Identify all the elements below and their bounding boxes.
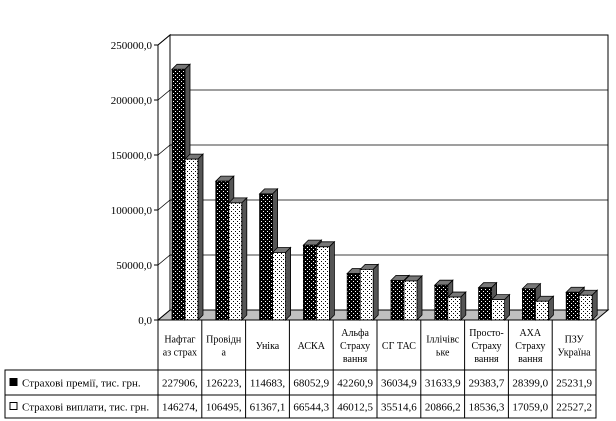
bar-payments	[534, 295, 555, 321]
data-cell: 126223,	[206, 378, 242, 390]
bar-front	[228, 202, 243, 321]
bar-payments	[403, 274, 423, 321]
category-label: АСКА	[298, 341, 326, 352]
bar-front	[447, 296, 462, 321]
bar-side	[328, 240, 335, 321]
bar-side	[241, 196, 248, 321]
bar-front	[272, 252, 287, 321]
data-cell: 31633,9	[425, 378, 461, 390]
bar-front	[346, 273, 361, 321]
bar-front	[522, 288, 536, 321]
gridline	[157, 254, 608, 266]
bar-payments	[227, 196, 248, 321]
bar-front	[478, 287, 493, 321]
legend-label: Страхові виплати, тис. грн.	[22, 402, 149, 414]
bars	[171, 63, 599, 321]
data-cell: 61367,1	[250, 402, 286, 414]
gridline	[157, 89, 608, 101]
data-cell: 68052,9	[293, 378, 329, 390]
bar-payments	[490, 293, 511, 321]
data-cell: 28399,0	[512, 378, 548, 390]
bar-payments	[359, 263, 380, 321]
bar-front	[259, 193, 274, 321]
legend-label: Страхові премії, тис. грн.	[22, 378, 141, 390]
y-axis: 0,0 50000,0 100000,0 150000,0 200000,0 250000…	[111, 40, 159, 327]
bar-front	[184, 158, 199, 321]
left-wall	[157, 33, 171, 322]
bar-side	[372, 263, 379, 321]
bar-front	[215, 180, 230, 321]
bar-payments	[446, 291, 467, 321]
data-cell: 114683,	[250, 378, 286, 390]
y-tick-label: 0,0	[138, 315, 152, 327]
data-cell: 46012,5	[337, 402, 373, 414]
y-tick-label: 100000,0	[111, 205, 153, 217]
data-table: Нафтаг аз страх Провідн а Уніка АСКА Альфа Стра…	[4, 319, 597, 419]
category-label: СГ ТАС	[382, 341, 416, 352]
bar-front	[403, 280, 418, 321]
data-cell: 25231,9	[556, 378, 592, 390]
bar-side	[197, 153, 204, 321]
gridlines	[157, 34, 608, 266]
category-label: Провідн а	[206, 335, 242, 359]
bar-payments	[271, 246, 292, 321]
gridline	[157, 144, 608, 156]
bar-front	[578, 294, 593, 321]
bar-front	[390, 279, 405, 321]
data-cell: 66544,3	[293, 402, 329, 414]
category-label: Іллічівс ьке	[426, 335, 460, 359]
category-label: Уніка	[256, 341, 280, 352]
bar-payments	[578, 289, 599, 321]
data-cell: 18536,3	[469, 402, 505, 414]
data-cell: 17059,0	[512, 402, 548, 414]
bar-front	[434, 284, 449, 321]
bar-side	[416, 274, 423, 321]
bar-front	[315, 246, 330, 321]
bar-front	[491, 299, 506, 321]
data-cell: 20866,2	[425, 402, 461, 414]
bar-front	[171, 68, 186, 321]
y-tick-label: 200000,0	[111, 95, 153, 107]
bar-side	[591, 289, 598, 321]
bar-front	[535, 300, 549, 321]
category-label: АХА Страху вання	[515, 328, 545, 365]
data-cell: 106495,	[206, 402, 242, 414]
category-label: Альфа Страху вання	[340, 328, 370, 365]
data-cell: 42260,9	[337, 378, 373, 390]
gridline	[157, 34, 608, 46]
bar-front	[302, 244, 317, 321]
bar-front	[359, 268, 374, 321]
bar-side	[285, 246, 292, 321]
data-cell: 35514,6	[381, 402, 417, 414]
bar-front	[565, 291, 580, 321]
bar-payments	[184, 153, 204, 321]
gridline	[157, 199, 608, 211]
legend-swatch	[9, 402, 18, 410]
y-tick-label: 50000,0	[116, 260, 152, 272]
data-cell: 36034,9	[381, 378, 417, 390]
bar-side	[504, 293, 511, 321]
category-label: ПЗУ Україна	[558, 335, 592, 359]
legend-swatch	[9, 378, 18, 386]
data-cell: 227906,	[162, 378, 198, 390]
y-tick-label: 150000,0	[111, 150, 153, 162]
bar-payments	[315, 240, 336, 321]
y-tick-label: 250000,0	[111, 40, 153, 52]
bar-side	[460, 291, 467, 321]
data-cell: 146274,	[162, 402, 198, 414]
data-cell: 22527,2	[556, 402, 592, 414]
category-label: Нафтаг аз страх	[163, 335, 197, 359]
data-cell: 29383,7	[469, 378, 505, 390]
category-label: Просто-Страху вання	[469, 328, 503, 365]
